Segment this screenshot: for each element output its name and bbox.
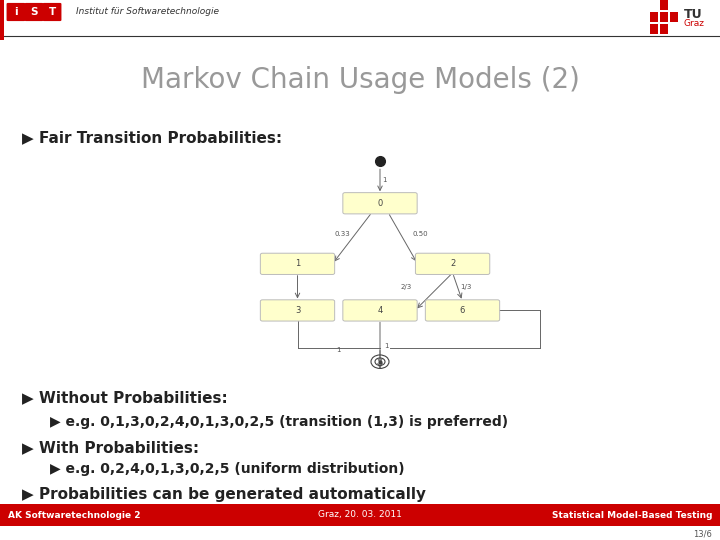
- FancyBboxPatch shape: [343, 300, 417, 321]
- Text: ▶ With Probabilities:: ▶ With Probabilities:: [22, 440, 199, 455]
- Text: 13/6: 13/6: [693, 530, 712, 538]
- Text: 1: 1: [382, 177, 386, 183]
- Text: 0.33: 0.33: [334, 231, 350, 237]
- FancyBboxPatch shape: [426, 300, 500, 321]
- Text: Statistical Model-Based Testing: Statistical Model-Based Testing: [552, 510, 712, 519]
- FancyBboxPatch shape: [660, 12, 668, 22]
- Text: ▶ Fair Transition Probabilities:: ▶ Fair Transition Probabilities:: [22, 130, 282, 145]
- Text: 2/3: 2/3: [400, 284, 412, 290]
- FancyBboxPatch shape: [343, 193, 417, 214]
- Text: 3: 3: [294, 306, 300, 315]
- FancyBboxPatch shape: [0, 504, 720, 526]
- Text: 1/3: 1/3: [460, 284, 471, 290]
- Text: 0.50: 0.50: [412, 231, 428, 237]
- Text: Institut für Softwaretechnologie: Institut für Softwaretechnologie: [76, 8, 219, 17]
- FancyBboxPatch shape: [6, 3, 25, 21]
- Text: 6: 6: [460, 306, 465, 315]
- Text: 1: 1: [384, 342, 388, 349]
- Text: S: S: [30, 7, 37, 17]
- Text: AK Softwaretechnologie 2: AK Softwaretechnologie 2: [8, 510, 140, 519]
- Text: i: i: [14, 7, 18, 17]
- Text: Graz, 20. 03. 2011: Graz, 20. 03. 2011: [318, 510, 402, 519]
- Text: Markov Chain Usage Models (2): Markov Chain Usage Models (2): [140, 66, 580, 94]
- FancyBboxPatch shape: [650, 12, 658, 22]
- FancyBboxPatch shape: [261, 253, 335, 274]
- FancyBboxPatch shape: [261, 300, 335, 321]
- Text: T: T: [48, 7, 55, 17]
- Text: 2: 2: [450, 259, 455, 268]
- Text: 1: 1: [336, 347, 341, 353]
- Text: TU: TU: [684, 8, 703, 21]
- Text: Graz: Graz: [684, 19, 705, 29]
- Text: ▶ e.g. 0,1,3,0,2,4,0,1,3,0,2,5 (transition (1,3) is preferred): ▶ e.g. 0,1,3,0,2,4,0,1,3,0,2,5 (transiti…: [50, 415, 508, 429]
- FancyBboxPatch shape: [670, 12, 678, 22]
- FancyBboxPatch shape: [650, 24, 658, 34]
- Text: ▶ Probabilities can be generated automatically: ▶ Probabilities can be generated automat…: [22, 487, 426, 502]
- FancyBboxPatch shape: [24, 3, 43, 21]
- FancyBboxPatch shape: [660, 0, 668, 10]
- FancyBboxPatch shape: [42, 3, 61, 21]
- Text: 1: 1: [295, 259, 300, 268]
- Text: ▶ e.g. 0,2,4,0,1,3,0,2,5 (uniform distribution): ▶ e.g. 0,2,4,0,1,3,0,2,5 (uniform distri…: [50, 462, 405, 476]
- FancyBboxPatch shape: [0, 0, 4, 40]
- FancyBboxPatch shape: [415, 253, 490, 274]
- Text: 4: 4: [377, 306, 382, 315]
- Text: 0: 0: [377, 199, 382, 208]
- FancyBboxPatch shape: [660, 24, 668, 34]
- Text: ▶ Without Probabilities:: ▶ Without Probabilities:: [22, 390, 228, 405]
